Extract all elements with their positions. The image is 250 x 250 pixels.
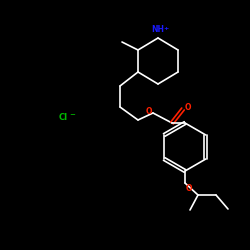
Text: O: O — [146, 108, 152, 116]
Text: O: O — [185, 104, 192, 112]
Text: +: + — [164, 26, 168, 31]
Text: −: − — [69, 112, 75, 118]
Text: O: O — [186, 184, 192, 193]
Text: NH: NH — [152, 25, 164, 34]
Text: Cl: Cl — [59, 112, 68, 122]
